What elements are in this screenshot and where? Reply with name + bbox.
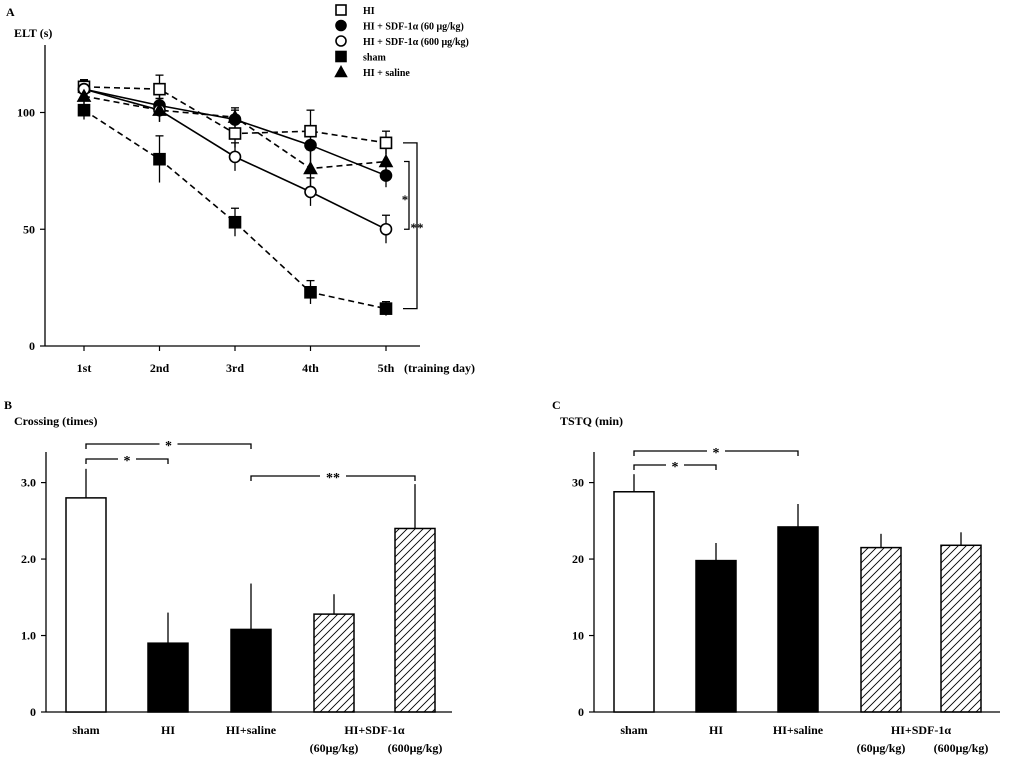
y-tick-label: 30	[572, 476, 584, 490]
bar	[313, 613, 355, 713]
legend-marker	[335, 35, 347, 47]
legend-marker	[335, 4, 347, 16]
data-point	[303, 160, 318, 175]
x-tick-label: sham	[620, 723, 647, 737]
panel-a-ylabel: ELT (s)	[14, 26, 52, 40]
x-tick-sublabel: (600μg/kg)	[934, 741, 989, 755]
significance-bracket	[136, 458, 169, 464]
y-tick-label: 20	[572, 552, 584, 566]
significance-bracket	[346, 475, 416, 481]
data-point	[228, 215, 242, 229]
bar	[230, 628, 272, 713]
significance-bracket	[85, 458, 118, 464]
legend-entry: HI + SDF-1α (600 μg/kg)	[363, 37, 469, 48]
panel-a-xlabel: (training day)	[404, 361, 475, 375]
significance-star: *	[672, 460, 679, 475]
significance-bracket	[250, 475, 320, 481]
x-tick-label: 2nd	[150, 361, 170, 375]
legend-entry: HI	[363, 6, 375, 17]
significance-bracket	[404, 160, 410, 230]
bar	[147, 642, 189, 713]
legend-marker	[334, 65, 348, 78]
x-tick-label: 5th	[378, 361, 395, 375]
data-point	[227, 109, 243, 123]
significance-star: **	[411, 220, 424, 235]
panel-b-bar-chart: B Crossing (times) 0 1.0 2.0 3.0 sham HI HI+sa…	[4, 398, 452, 755]
bar	[613, 491, 655, 713]
x-tick-label: HI+SDF-1α	[344, 723, 405, 737]
y-tick-label: 2.0	[21, 552, 36, 566]
y-tick-label: 0	[29, 339, 35, 353]
significance-star: *	[713, 446, 720, 461]
legend-marker	[335, 19, 347, 32]
x-tick-label: sham	[72, 723, 99, 737]
data-point	[152, 102, 167, 116]
legend-marker	[335, 50, 347, 63]
data-point	[379, 136, 393, 150]
significance-star: *	[124, 454, 131, 469]
x-tick-label: 4th	[302, 361, 319, 375]
bar	[394, 527, 436, 713]
data-point	[304, 138, 317, 152]
significance-bracket	[725, 450, 799, 456]
bar	[860, 546, 902, 713]
significance-bracket	[633, 464, 666, 470]
data-point	[228, 127, 242, 140]
data-point	[378, 153, 394, 168]
y-tick-label: 100	[17, 106, 35, 120]
legend-entry: HI + saline	[363, 68, 410, 79]
y-tick-label: 3.0	[21, 476, 36, 490]
x-tick-label: HI+saline	[773, 723, 824, 737]
panel-b-ylabel: Crossing (times)	[14, 414, 97, 428]
x-tick-label: HI+SDF-1α	[891, 723, 952, 737]
significance-bracket	[403, 142, 418, 310]
x-tick-label: 1st	[77, 361, 92, 375]
y-tick-label: 0	[578, 705, 584, 719]
bar	[695, 559, 737, 713]
panel-c-label: C	[552, 398, 561, 412]
x-tick-sublabel: (600μg/kg)	[388, 741, 443, 755]
bar	[940, 544, 982, 713]
panel-a-label: A	[6, 5, 15, 19]
bar	[65, 497, 107, 713]
x-tick-label: HI	[161, 723, 175, 737]
panel-a-line-chart: A ELT (s) (training day) 0 50 100 1st 2nd 3rd…	[6, 4, 475, 375]
significance-bracket	[633, 450, 707, 456]
panel-c-bar-chart: C TSTQ (min) 0 10 20 30 sham HI HI+saline HI+SD…	[552, 398, 1000, 755]
data-point	[76, 88, 92, 102]
legend-entry: HI + SDF-1α (60 μg/kg)	[363, 22, 464, 33]
x-tick-sublabel: (60μg/kg)	[857, 741, 906, 755]
significance-bracket	[684, 464, 717, 470]
x-tick-label: 3rd	[226, 361, 244, 375]
data-point	[153, 82, 166, 96]
significance-bracket	[177, 443, 252, 449]
y-tick-label: 0	[30, 705, 36, 719]
data-point	[379, 222, 393, 236]
data-point	[228, 150, 242, 164]
significance-star: *	[165, 439, 172, 454]
data-point	[304, 185, 317, 199]
series-line	[83, 109, 387, 310]
data-point	[379, 169, 393, 182]
x-tick-sublabel: (60μg/kg)	[310, 741, 359, 755]
y-tick-label: 1.0	[21, 629, 36, 643]
bar	[777, 526, 819, 713]
significance-star: *	[402, 192, 409, 207]
significance-star: **	[326, 471, 340, 486]
x-tick-label: HI	[709, 723, 723, 737]
legend-entry: sham	[363, 53, 386, 64]
data-point	[304, 124, 317, 138]
y-tick-label: 50	[23, 222, 35, 236]
data-point	[304, 285, 317, 299]
significance-bracket	[85, 443, 160, 449]
data-point	[153, 152, 166, 166]
panel-b-label: B	[4, 398, 12, 412]
data-point	[77, 103, 91, 117]
data-point	[379, 302, 393, 315]
y-tick-label: 10	[572, 629, 584, 643]
panel-c-ylabel: TSTQ (min)	[560, 414, 623, 428]
x-tick-label: HI+saline	[226, 723, 277, 737]
